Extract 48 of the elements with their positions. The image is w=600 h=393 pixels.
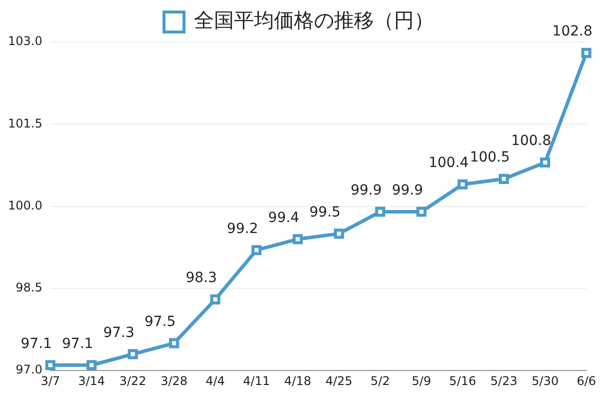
x-tick-label: 5/23 (490, 374, 518, 388)
x-tick-label: 3/7 (40, 374, 60, 388)
x-tick-label: 3/22 (119, 374, 146, 388)
y-tick-label: 97.0 (16, 362, 42, 377)
point (334, 228, 344, 239)
point (292, 234, 303, 244)
x-tick-label: 4/4 (206, 374, 225, 388)
x-tick-label: 4/25 (325, 374, 352, 388)
x-tick-label: 3/28 (160, 374, 188, 388)
data-label: 99.2 (226, 220, 258, 237)
data-label: 97.1 (62, 336, 94, 352)
point (86, 360, 97, 370)
data-label: 100.5 (470, 150, 510, 166)
data-label: 97.1 (20, 336, 52, 352)
data-label: 99.9 (392, 182, 424, 198)
x-tick-label: 5/16 (449, 374, 476, 388)
point (45, 360, 56, 370)
point (458, 179, 468, 190)
point (581, 48, 592, 58)
point (251, 245, 262, 256)
x-tick-label: 6/6 (576, 374, 596, 388)
x-tick-label: 5/2 (370, 374, 390, 388)
y-tick-label: 98.5 (16, 280, 42, 295)
point (498, 174, 509, 184)
point (416, 206, 426, 217)
data-label: 100.8 (511, 133, 552, 150)
data-label: 99.5 (309, 204, 341, 220)
point (540, 157, 550, 168)
x-tick-label: 4/11 (243, 374, 270, 388)
y-tick-label: 101.5 (8, 116, 42, 130)
point (210, 294, 220, 304)
data-label: 97.5 (144, 314, 176, 330)
y-tick-label: 103.0 (8, 34, 42, 48)
y-tick-label: 100.0 (8, 198, 42, 212)
data-label: 99.9 (350, 182, 382, 198)
point (128, 349, 138, 360)
x-tick-label: 3/14 (78, 374, 106, 388)
x-tick-label: 4/18 (284, 374, 312, 388)
data-label: 99.4 (268, 210, 300, 226)
legend-label: 全国平均価格の推移（円） (194, 8, 434, 32)
data-label: 97.3 (103, 324, 134, 341)
data-label: 100.4 (428, 155, 469, 172)
point (169, 338, 180, 348)
point (375, 206, 386, 217)
x-tick-label: 5/9 (412, 374, 432, 388)
data-label: 102.8 (552, 24, 592, 40)
data-label: 98.3 (186, 270, 217, 286)
x-tick-label: 5/30 (532, 374, 559, 388)
